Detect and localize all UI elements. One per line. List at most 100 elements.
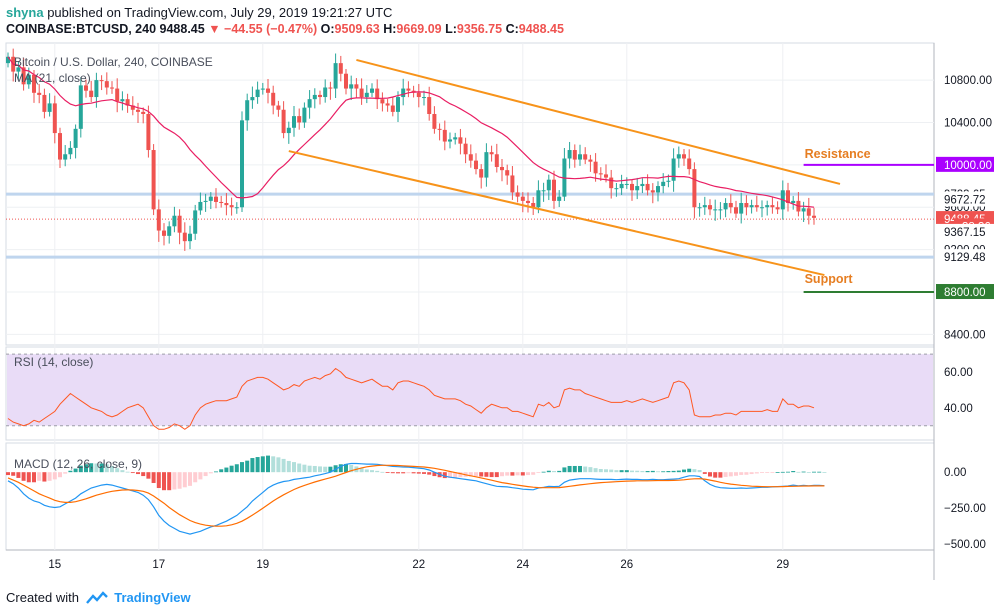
candle-body xyxy=(312,94,317,100)
tradingview-brand[interactable]: TradingView xyxy=(114,590,191,605)
tradingview-logo-icon[interactable] xyxy=(85,591,108,609)
macd-histogram-bar xyxy=(344,463,348,473)
candle-body xyxy=(593,161,598,174)
macd-histogram-bar xyxy=(245,460,250,473)
close-label: C: xyxy=(505,22,519,36)
macd-histogram-bar xyxy=(177,472,182,489)
candle-body xyxy=(437,128,442,130)
candle-body xyxy=(333,63,338,89)
macd-histogram-bar xyxy=(349,464,354,473)
candle-body xyxy=(359,88,364,98)
ma-legend: MA (21, close) xyxy=(14,71,91,85)
macd-histogram-bar xyxy=(427,472,432,475)
candle-body xyxy=(453,137,458,140)
macd-histogram-bar xyxy=(562,467,567,473)
price-label-box xyxy=(936,191,994,207)
macd-histogram-bar xyxy=(666,471,671,473)
candle-body xyxy=(167,226,172,236)
channel-line xyxy=(356,58,841,185)
rsi-band xyxy=(7,354,933,426)
candle-body xyxy=(89,90,94,98)
macd-histogram-bar xyxy=(635,470,640,473)
macd-histogram-bar xyxy=(786,471,790,473)
low-value: 9356.75 xyxy=(456,22,503,36)
macd-histogram-bar xyxy=(656,471,660,473)
macd-histogram-bar xyxy=(468,472,473,477)
candle-body xyxy=(344,73,348,89)
macd-histogram-bar xyxy=(84,464,88,473)
macd-histogram-bar xyxy=(682,469,686,473)
candle-body xyxy=(567,150,572,159)
macd-histogram-bar xyxy=(448,472,452,478)
candle-body xyxy=(63,154,68,160)
candle-body xyxy=(292,116,296,128)
macd-histogram-bar xyxy=(484,472,489,477)
time-tick-label: 22 xyxy=(412,559,425,571)
candle-body xyxy=(401,88,406,98)
candle-body xyxy=(84,85,88,91)
candle-body xyxy=(250,97,255,101)
candle-body xyxy=(432,113,437,129)
high-value: 9669.09 xyxy=(396,22,442,36)
macd-histogram-bar xyxy=(208,472,213,474)
time-tick-label: 24 xyxy=(516,559,529,571)
candle-body xyxy=(635,186,640,191)
macd-histogram-bar xyxy=(630,470,634,473)
low-label: L: xyxy=(445,22,457,36)
candle-body xyxy=(297,116,302,123)
candle-body xyxy=(266,88,270,93)
candle-body xyxy=(302,107,307,123)
candle-body xyxy=(442,129,447,142)
candle-body xyxy=(650,190,655,193)
candle-body xyxy=(692,169,697,208)
candle-body xyxy=(380,99,385,104)
candle-body xyxy=(682,154,686,159)
candle-body xyxy=(448,139,452,142)
macd-histogram-bar xyxy=(323,466,328,473)
candle-body xyxy=(42,94,47,112)
macd-histogram-bar xyxy=(37,472,42,481)
macd-histogram-bar xyxy=(411,472,416,474)
price-label-box xyxy=(936,249,994,265)
candle-body xyxy=(224,203,229,206)
candle-body xyxy=(198,201,203,211)
macd-histogram-bar xyxy=(822,472,827,473)
candle-body xyxy=(458,137,463,144)
candle-body xyxy=(406,88,411,91)
candle-body xyxy=(354,84,359,89)
macd-histogram-bar xyxy=(396,472,400,474)
macd-histogram-bar xyxy=(458,472,463,478)
candle-body xyxy=(505,170,510,176)
symbol-name: COINBASE:BTCUSD, 240 xyxy=(6,22,157,36)
macd-histogram-bar xyxy=(546,470,551,473)
macd-histogram-bar xyxy=(531,472,536,475)
macd-histogram-bar xyxy=(713,472,718,478)
macd-histogram-bar xyxy=(812,471,816,473)
author-name[interactable]: shyna xyxy=(6,5,44,20)
candle-body xyxy=(578,154,582,160)
candle-body xyxy=(73,128,78,148)
macd-histogram-bar xyxy=(806,472,811,473)
macd-histogram-bar xyxy=(791,471,796,473)
candle-body xyxy=(786,190,790,204)
macd-histogram-bar xyxy=(416,472,421,474)
macd-histogram-bar xyxy=(26,472,31,483)
candle-body xyxy=(219,201,224,204)
candle-body xyxy=(271,92,276,106)
macd-histogram-bar xyxy=(567,465,572,473)
macd-histogram-bar xyxy=(520,472,525,476)
macd-histogram-bar xyxy=(708,472,712,477)
candle-body xyxy=(375,88,380,100)
candle-body xyxy=(588,159,593,162)
macd-histogram-bar xyxy=(510,472,515,476)
macd-histogram-bar xyxy=(156,472,161,489)
macd-histogram-bar xyxy=(250,458,255,473)
macd-histogram-bar xyxy=(224,467,229,473)
candle-body xyxy=(6,56,10,64)
macd-histogram-bar xyxy=(557,470,562,473)
candle-body xyxy=(323,87,328,98)
candle-body xyxy=(182,232,187,242)
candle-body xyxy=(526,200,530,204)
macd-tick-label: 0.00 xyxy=(944,467,966,479)
